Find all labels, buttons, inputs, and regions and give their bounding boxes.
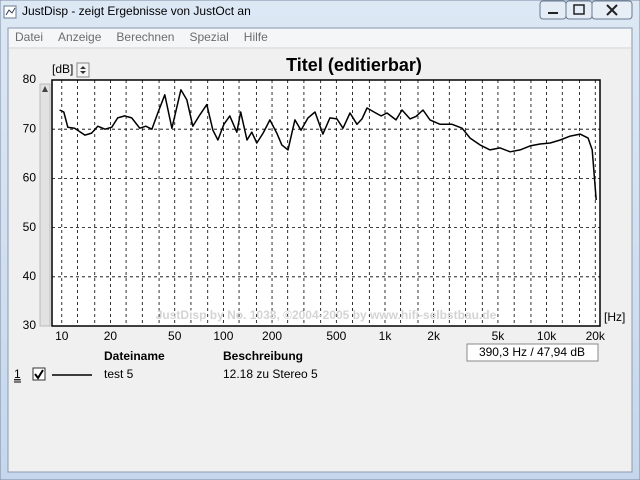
x-tick-label: 5k bbox=[492, 329, 506, 343]
x-tick-label: 1k bbox=[379, 329, 393, 343]
series-line bbox=[59, 89, 597, 201]
chart-title: Titel (editierbar) bbox=[286, 55, 422, 75]
slider-arrow bbox=[42, 86, 48, 92]
unit-spinner[interactable] bbox=[76, 62, 90, 78]
x-tick-label: 20 bbox=[104, 329, 118, 343]
watermark: JustDisp by No. 1038, ©2004-2005 by www.… bbox=[156, 308, 497, 322]
maximize-button[interactable] bbox=[565, 0, 593, 20]
tick-labels: 30 40 50 60 70 80 10 20 50 100 200 500 1k 2k 5k 10k 20k bbox=[23, 72, 606, 343]
y-tick-label: 80 bbox=[23, 72, 37, 86]
x-tick-label: 100 bbox=[213, 329, 233, 343]
readout-box bbox=[466, 343, 599, 362]
menu-item[interactable]: Anzeige bbox=[58, 30, 102, 44]
menu-bar bbox=[9, 29, 631, 47]
menu-item[interactable]: Datei bbox=[15, 30, 43, 44]
window-controls[interactable] bbox=[539, 0, 633, 20]
y-tick-label: 40 bbox=[23, 269, 37, 283]
plot-area bbox=[52, 80, 600, 326]
app-icon-glyph bbox=[5, 7, 16, 16]
x-tick-label: 10k bbox=[537, 329, 557, 343]
cursor-readout: 390,3 Hz / 47,94 dB bbox=[479, 345, 585, 359]
x-tick-label: 10 bbox=[55, 329, 69, 343]
row-index[interactable]: 1 bbox=[14, 367, 21, 381]
plot-frame bbox=[51, 79, 601, 327]
spinner-arrows bbox=[80, 66, 86, 74]
x-tick-label: 500 bbox=[326, 329, 346, 343]
menu: Datei Anzeige Berechnen Spezial Hilfe bbox=[15, 30, 268, 44]
minimize-button[interactable] bbox=[539, 0, 567, 20]
y-tick-label: 30 bbox=[23, 318, 37, 332]
x-tick-label: 2k bbox=[427, 329, 441, 343]
menu-item[interactable]: Berechnen bbox=[116, 30, 174, 44]
y-axis-label: [dB] bbox=[52, 62, 73, 76]
column-header: Beschreibung bbox=[223, 349, 303, 363]
legend-label: test 5 bbox=[104, 367, 134, 381]
file-description: 12.18 zu Stereo 5 bbox=[223, 367, 318, 381]
x-tick-label: 20k bbox=[586, 329, 606, 343]
x-tick-label: 200 bbox=[262, 329, 282, 343]
x-tick-label: 50 bbox=[168, 329, 182, 343]
close-glyph bbox=[606, 4, 618, 16]
plot-lines bbox=[59, 89, 597, 201]
checkmark bbox=[34, 369, 44, 380]
x-axis-label: [Hz] bbox=[604, 310, 625, 324]
grid bbox=[52, 80, 600, 326]
menu-item[interactable]: Hilfe bbox=[244, 30, 268, 44]
column-header: Dateiname bbox=[104, 349, 165, 363]
menu-item[interactable]: Spezial bbox=[189, 30, 228, 44]
app-icon bbox=[3, 5, 17, 19]
y-tick-label: 70 bbox=[23, 121, 37, 135]
y-tick-label: 60 bbox=[23, 171, 37, 185]
level-slider[interactable] bbox=[39, 83, 51, 327]
maximize-glyph bbox=[573, 4, 585, 15]
y-tick-label: 50 bbox=[23, 220, 37, 234]
window-title: JustDisp - zeigt Ergebnisse von JustOct … bbox=[22, 4, 251, 18]
